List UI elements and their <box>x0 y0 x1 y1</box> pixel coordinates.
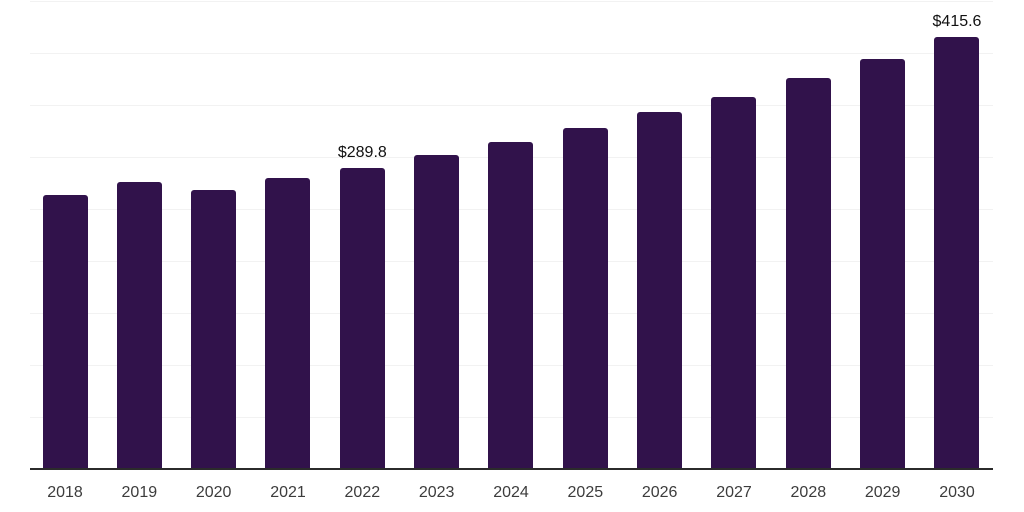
x-tick-2023: 2023 <box>418 484 455 501</box>
bar-2028[interactable] <box>785 77 831 469</box>
bar-2025[interactable] <box>562 128 608 469</box>
bar-2026[interactable] <box>637 112 683 469</box>
x-tick-2021: 2021 <box>270 484 306 501</box>
x-axis-line <box>30 468 993 470</box>
bar-value-label-2030: $415.6 <box>932 12 982 30</box>
bar-2027[interactable] <box>711 96 757 469</box>
bar-2020[interactable] <box>191 189 237 469</box>
x-tick-2025: 2025 <box>567 484 604 501</box>
x-tick-2028: 2028 <box>790 484 827 501</box>
bar-2022[interactable] <box>339 167 385 469</box>
x-tick-2018: 2018 <box>47 484 83 501</box>
bar-value-label-2022: $289.8 <box>337 143 387 161</box>
bar-2021[interactable] <box>265 177 311 469</box>
bar-2029[interactable] <box>860 58 906 469</box>
x-tick-2030: 2030 <box>939 484 975 501</box>
bar-2019[interactable] <box>116 181 162 469</box>
x-tick-2022: 2022 <box>344 484 381 501</box>
bar-2018[interactable] <box>42 194 88 469</box>
x-tick-2029: 2029 <box>864 484 901 501</box>
x-tick-2019: 2019 <box>121 484 158 501</box>
bar-2024[interactable] <box>488 142 534 469</box>
gridline <box>30 53 993 54</box>
x-tick-2027: 2027 <box>716 484 752 501</box>
x-tick-2026: 2026 <box>641 484 678 501</box>
x-tick-2020: 2020 <box>195 484 232 501</box>
bar-2030[interactable] <box>934 36 980 469</box>
gridline <box>30 1 993 2</box>
bar-2023[interactable] <box>414 154 460 469</box>
gridline <box>30 105 993 106</box>
x-tick-2024: 2024 <box>493 484 529 501</box>
